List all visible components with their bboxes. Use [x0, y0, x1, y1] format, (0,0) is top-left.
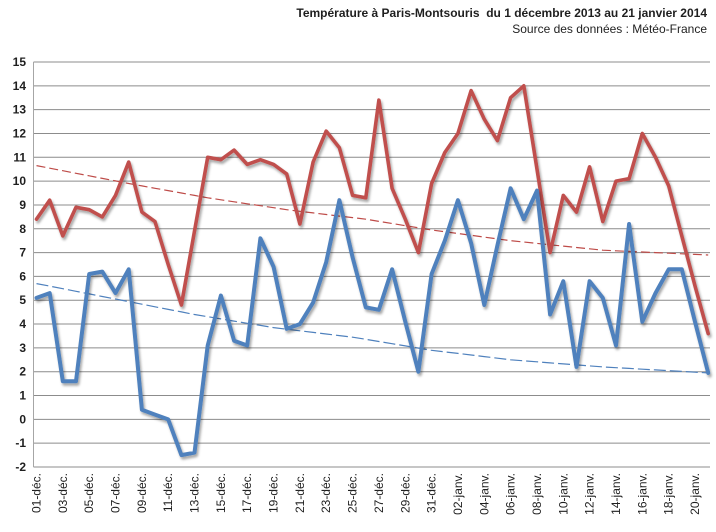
y-tick-label: 8 [19, 222, 26, 236]
x-tick-label: 11-déc. [161, 473, 175, 512]
y-tick-label: 15 [13, 55, 27, 69]
x-tick-label: 29-déc. [398, 473, 412, 513]
x-tick-label: 18-janv. [662, 473, 676, 515]
y-tick-label: 7 [19, 246, 26, 260]
y-tick-label: 12 [13, 126, 27, 140]
y-tick-label: -2 [15, 460, 26, 474]
x-tick-label: 17-déc. [240, 473, 254, 513]
chart-subtitle: Source des données : Météo-France [512, 22, 707, 36]
x-tick-label: 10-janv. [556, 473, 570, 515]
tmax-series-line [34, 84, 710, 336]
x-tick-label: 25-déc. [346, 473, 360, 513]
tmin-series-line [34, 186, 711, 458]
x-tick-label: 21-déc. [293, 473, 307, 513]
x-tick-label: 23-déc. [319, 473, 333, 513]
x-tick-label: 07-déc. [109, 473, 123, 513]
y-tick-label: 0 [19, 412, 26, 426]
y-tick-label: 6 [19, 269, 26, 283]
y-tick-label: 3 [19, 341, 26, 355]
x-axis-labels: 01-déc. 03-déc. 05-déc. 07-déc. 09-déc. 11-dé… [30, 473, 703, 515]
x-tick-label: 01-déc. [30, 473, 44, 513]
x-tick-label: 03-déc. [56, 473, 70, 513]
y-tick-label: 9 [19, 198, 26, 212]
x-tick-label: 04-janv. [477, 473, 491, 515]
y-tick-label: 1 [19, 389, 26, 403]
x-tick-label: 09-déc. [135, 473, 149, 513]
y-tick-label: 2 [19, 365, 26, 379]
x-tick-label: 15-déc. [214, 473, 228, 513]
x-tick-label: 27-déc. [372, 473, 386, 513]
y-tick-label: -1 [15, 436, 26, 450]
y-tick-label: 13 [13, 103, 27, 117]
y-tick-label: 14 [13, 79, 27, 93]
chart-title: Température à Paris-Montsouris du 1 déce… [296, 6, 707, 20]
x-tick-label: 14-janv. [609, 473, 623, 515]
tmin-trendline [36, 283, 709, 374]
x-tick-label: 02-janv. [451, 473, 465, 515]
x-tick-label: 13-déc. [188, 473, 202, 513]
x-tick-label: 16-janv. [635, 473, 649, 515]
tmax-trendline [36, 165, 709, 256]
x-tick-label: 06-janv. [504, 473, 518, 515]
y-tick-label: 5 [19, 293, 26, 307]
x-tick-label: 31-déc. [425, 473, 439, 513]
x-tick-label: 12-janv. [583, 473, 597, 515]
y-tick-label: 11 [13, 150, 26, 164]
x-tick-label: 20-janv. [688, 473, 702, 515]
y-tick-label: 10 [13, 174, 27, 188]
x-tick-label: 05-déc. [82, 473, 96, 513]
y-tick-label: 4 [19, 317, 26, 331]
x-tick-label: 08-janv. [530, 473, 544, 515]
gridlines [33, 61, 710, 468]
x-tick-label: 19-déc. [267, 473, 281, 513]
